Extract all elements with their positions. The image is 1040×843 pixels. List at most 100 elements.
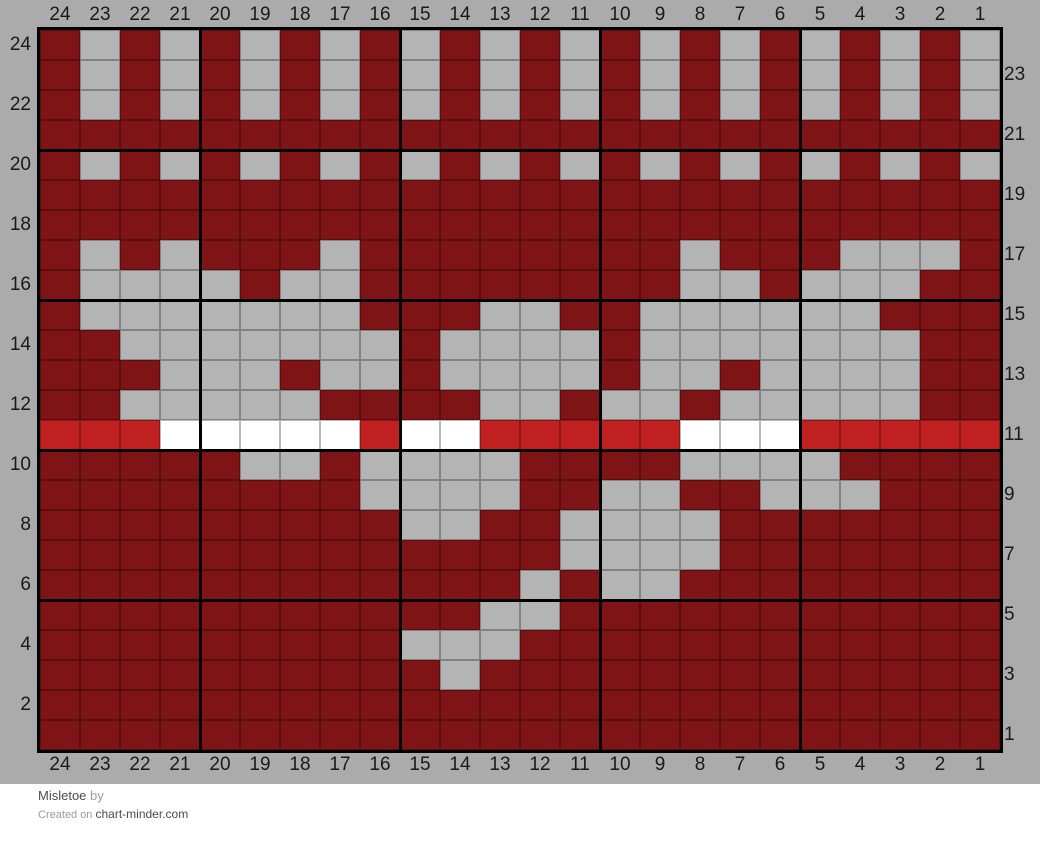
grid-cell — [80, 420, 120, 450]
grid-cell — [80, 240, 120, 270]
grid-cell — [960, 480, 1000, 510]
grid-cell — [720, 360, 760, 390]
grid-cell — [280, 480, 320, 510]
grid-cell — [400, 30, 440, 60]
grid-cell — [560, 720, 600, 750]
grid-cell — [680, 540, 720, 570]
grid-cell — [880, 600, 920, 630]
grid-cell — [280, 720, 320, 750]
grid-cell — [880, 270, 920, 300]
grid-cell — [360, 600, 400, 630]
grid-cell — [280, 90, 320, 120]
axis-tick: 10 — [609, 754, 631, 775]
axis-tick: 23 — [89, 4, 111, 25]
grid-cell — [120, 120, 160, 150]
grid-cell — [520, 540, 560, 570]
grid-cell — [400, 150, 440, 180]
grid-cell — [40, 180, 80, 210]
bold-grid-rule-vertical — [399, 30, 402, 750]
grid-cell — [880, 540, 920, 570]
grid-cell — [880, 450, 920, 480]
grid-cell — [80, 360, 120, 390]
grid-cell — [680, 210, 720, 240]
grid-cell — [400, 270, 440, 300]
grid-cell — [40, 120, 80, 150]
grid-cell — [40, 30, 80, 60]
grid-cell — [680, 720, 720, 750]
axis-tick: 22 — [129, 754, 151, 775]
grid-cell — [600, 420, 640, 450]
grid-cell — [680, 510, 720, 540]
grid-cell — [160, 420, 200, 450]
grid-cell — [640, 450, 680, 480]
grid-cell — [880, 90, 920, 120]
grid-cell — [40, 330, 80, 360]
grid-cell — [240, 300, 280, 330]
axis-tick: 4 — [20, 634, 31, 655]
grid-cell — [160, 570, 200, 600]
grid-cell — [80, 660, 120, 690]
grid-cell — [720, 630, 760, 660]
grid-cell — [240, 210, 280, 240]
grid-cell — [600, 570, 640, 600]
grid-cell — [480, 150, 520, 180]
grid-cell — [920, 420, 960, 450]
grid-cell — [600, 360, 640, 390]
grid-cell — [760, 480, 800, 510]
grid-cell — [520, 270, 560, 300]
grid-cell — [320, 330, 360, 360]
grid-cell — [320, 150, 360, 180]
grid-cell — [120, 630, 160, 660]
grid-cell — [480, 690, 520, 720]
grid-cell — [800, 720, 840, 750]
grid-cell — [440, 600, 480, 630]
grid-cell — [960, 570, 1000, 600]
grid-cell — [120, 30, 160, 60]
grid-cell — [40, 300, 80, 330]
grid-cell — [200, 390, 240, 420]
grid-cell — [640, 600, 680, 630]
grid-cell — [320, 180, 360, 210]
bold-grid-rule-horizontal — [40, 149, 1000, 152]
grid-cell — [200, 450, 240, 480]
axis-tick: 24 — [49, 754, 71, 775]
grid-cell — [640, 570, 680, 600]
grid-cell — [160, 210, 200, 240]
grid-cell — [560, 120, 600, 150]
grid-cell — [560, 240, 600, 270]
grid-cell — [560, 180, 600, 210]
axis-tick: 16 — [9, 274, 31, 295]
grid-cell — [600, 240, 640, 270]
grid-cell — [720, 450, 760, 480]
grid-cell — [80, 690, 120, 720]
grid-cell — [280, 510, 320, 540]
grid-cell — [960, 510, 1000, 540]
grid-cell — [680, 360, 720, 390]
grid-cell — [280, 390, 320, 420]
bold-grid-rule-horizontal — [40, 599, 1000, 602]
grid-cell — [720, 30, 760, 60]
grid-cell — [400, 330, 440, 360]
grid-cell — [480, 540, 520, 570]
grid-cell — [160, 240, 200, 270]
axis-tick: 13 — [489, 4, 511, 25]
grid-cell — [520, 120, 560, 150]
grid-cell — [280, 120, 320, 150]
grid-cell — [640, 150, 680, 180]
grid-cell — [240, 150, 280, 180]
grid-cell — [840, 120, 880, 150]
row-numbers-right: 23 21 19 17 15 13 11 9 7 5 3 1 — [1004, 30, 1040, 750]
grid-cell — [800, 480, 840, 510]
grid-cell — [800, 510, 840, 540]
bold-grid-rule-vertical — [599, 30, 602, 750]
grid-cell — [760, 210, 800, 240]
grid-cell — [800, 60, 840, 90]
grid-cell — [40, 480, 80, 510]
grid-cell — [200, 90, 240, 120]
grid-cell — [720, 270, 760, 300]
grid-cell — [360, 30, 400, 60]
axis-tick: 8 — [694, 4, 706, 25]
grid-cell — [680, 420, 720, 450]
grid-cell — [600, 660, 640, 690]
